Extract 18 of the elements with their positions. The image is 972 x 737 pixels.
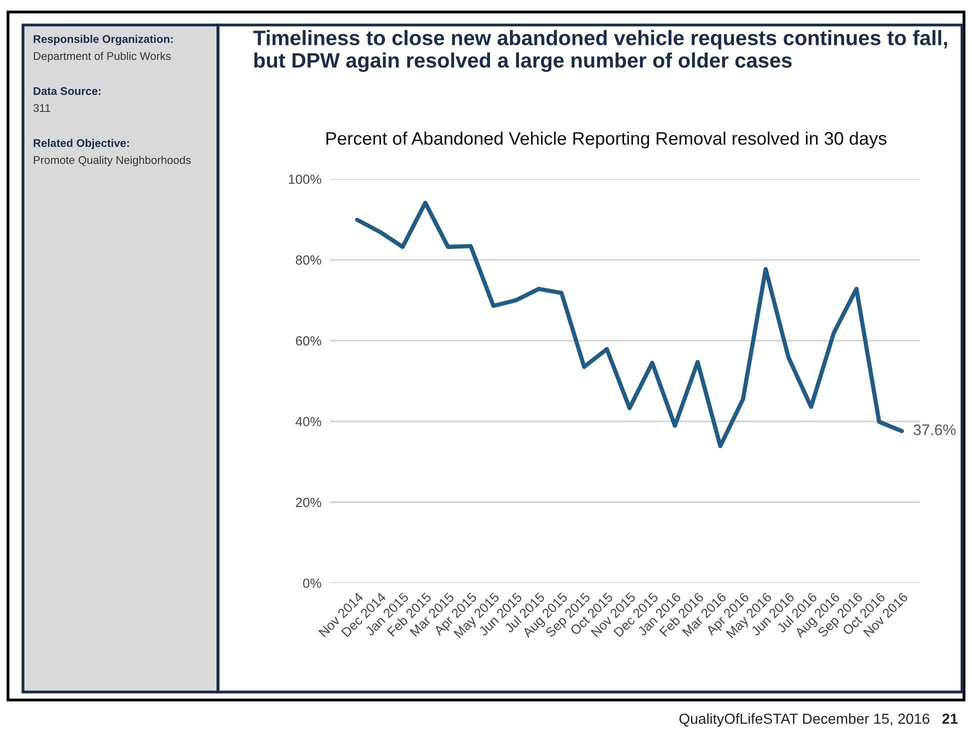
- text: Related Objective:: [34, 138, 129, 150]
- y-tick-label: 20%: [296, 498, 322, 508]
- text: 21: [942, 714, 958, 724]
- line-series: [355, 200, 904, 448]
- source-note: Data Source:: [34, 87, 100, 95]
- text: Responsible Organization:: [34, 34, 173, 46]
- chart-subtitle: Percent of Abandoned Vehicle Reporting Removal resolved in 30 days: [326, 132, 886, 148]
- text: 311: [33, 104, 50, 112]
- y-tick-label: 80%: [296, 255, 322, 265]
- chart-title: Timeliness to close new abandoned vehicle requests continues to fall, but DPW again resolved a large number of older cases: [253, 30, 948, 72]
- text: QualityOfLifeSTAT December 15, 2016: [679, 713, 930, 727]
- y-tick-label: 40%: [296, 416, 322, 426]
- y-tick-label: 100%: [288, 174, 322, 184]
- y-tick-label: 0%: [303, 578, 322, 588]
- text: Department of Public Works: [34, 52, 171, 62]
- text: Promote Quality Neighborhoods: [34, 156, 191, 166]
- y-tick-label: 60%: [296, 336, 322, 346]
- data-label: 37.6%: [914, 424, 956, 436]
